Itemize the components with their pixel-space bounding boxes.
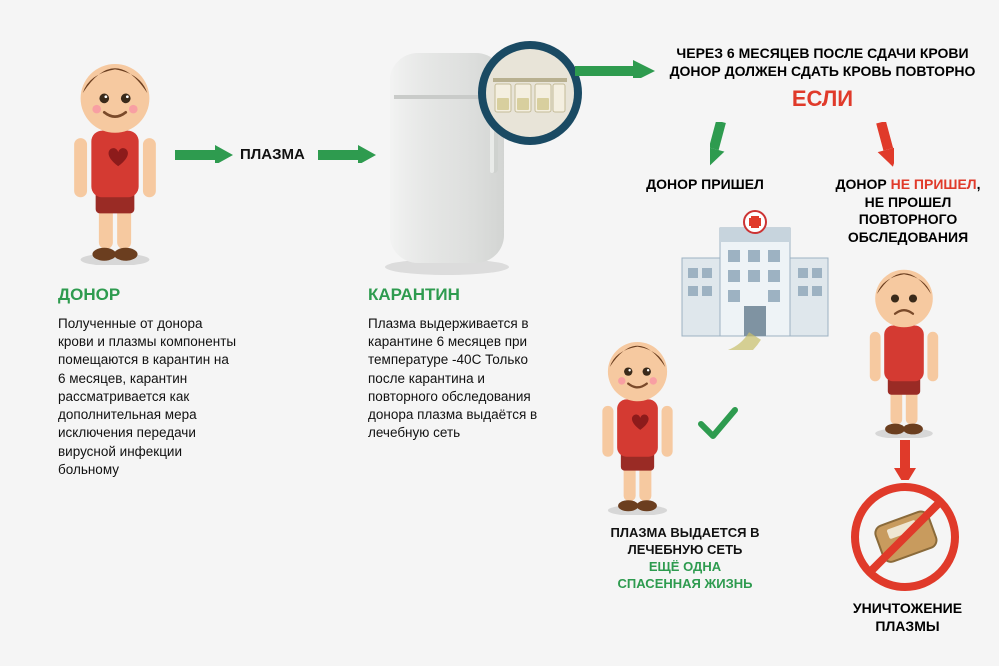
checkmark-icon	[695, 400, 741, 456]
arrow-fridge-to-decision	[575, 60, 655, 78]
arrow-to-destroy	[894, 440, 916, 480]
branch-right-result: УНИЧТОЖЕНИЕ ПЛАЗМЫ	[830, 600, 985, 635]
arrow-plasma-to-fridge	[318, 145, 376, 163]
arrow-branch-left	[710, 122, 734, 170]
six-months-line2: ДОНОР ДОЛЖЕН СДАТЬ КРОВЬ ПОВТОРНО	[660, 63, 985, 81]
branch-left-result-1: ПЛАЗМА ВЫДАЕТСЯ В ЛЕЧЕБНУЮ СЕТЬ	[590, 525, 780, 559]
donor-figure	[60, 50, 170, 270]
branch-right-title: ДОНОР НЕ ПРИШЕЛ,	[828, 176, 988, 194]
arrow-branch-right	[870, 122, 894, 170]
branch-right-title-pre: ДОНОР	[835, 176, 890, 192]
branch-left-title: ДОНОР ПРИШЕЛ	[620, 176, 790, 194]
donor-returned-figure	[590, 330, 685, 520]
donor-title: ДОНОР	[58, 285, 238, 305]
branch-left-result-2: ЕЩЁ ОДНА	[590, 559, 780, 576]
branch-right-title-red: НЕ ПРИШЕЛ	[891, 176, 977, 192]
plasma-inset-icon	[475, 38, 585, 153]
branch-right-title-post: ,	[977, 176, 981, 192]
branch-left-result-3: СПАСЕННАЯ ЖИЗНЬ	[590, 576, 780, 593]
destroy-plasma-icon	[848, 480, 963, 600]
arrow-donor-to-plasma	[175, 145, 233, 163]
branch-right-title-line2: НЕ ПРОШЕЛ ПОВТОРНОГО ОБСЛЕДОВАНИЯ	[828, 194, 988, 247]
if-label: ЕСЛИ	[660, 86, 985, 112]
plasma-label: ПЛАЗМА	[240, 146, 305, 163]
quarantine-title: КАРАНТИН	[368, 285, 543, 305]
six-months-line1: ЧЕРЕЗ 6 МЕСЯЦЕВ ПОСЛЕ СДАЧИ КРОВИ	[660, 45, 985, 63]
donor-desc: Полученные от донора крови и плазмы комп…	[58, 315, 238, 479]
hospital-icon	[680, 210, 830, 355]
quarantine-desc: Плазма выдерживается в карантине 6 месяц…	[368, 315, 543, 443]
donor-not-returned-figure	[858, 258, 950, 443]
